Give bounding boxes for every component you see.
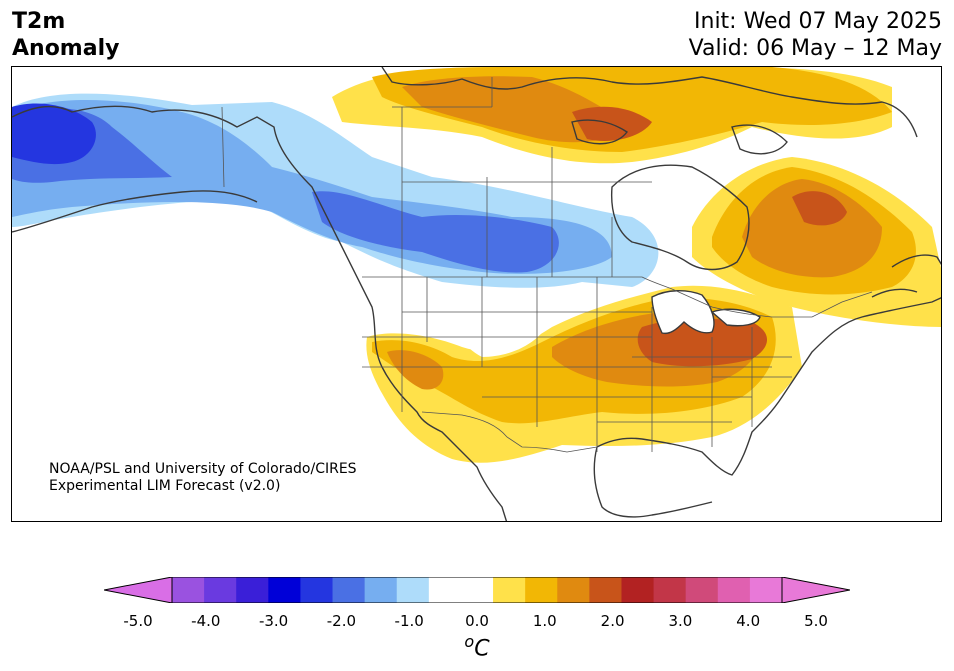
cold-core-alaska: [12, 103, 96, 165]
colorbar-segment: [428, 577, 462, 603]
colorbar-tick-label: 5.0: [804, 612, 828, 630]
colorbar-segment: [621, 577, 655, 603]
maritimes-coast: [871, 254, 941, 298]
title-line-2: Anomaly: [12, 36, 120, 61]
canada-provinces: [392, 77, 652, 277]
colorbar-segment: [236, 577, 269, 603]
colorbar-tick-label: 1.0: [532, 612, 557, 630]
colorbar-segment: [364, 577, 398, 603]
colorbar-segment: [685, 577, 719, 603]
colorbar-outline: [171, 577, 783, 603]
colorbar-tick-label: 4.0: [736, 612, 761, 630]
warm-southwest-dark: [387, 350, 444, 390]
data-credit: NOAA/PSL and University of Colorado/CIRE…: [49, 461, 357, 495]
colorbar-tick-label: -2.0: [326, 612, 357, 630]
colorbar-over-arrow: [781, 577, 850, 603]
colorbar-tick-label: 0.0: [465, 612, 489, 630]
colorbar-tick-label: -3.0: [258, 612, 289, 630]
colorbar-unit: oC: [464, 632, 489, 661]
map-title: T2m Anomaly: [12, 8, 119, 62]
warm-eastcanada-dark: [742, 179, 882, 278]
colorbar-tick-label: -4.0: [191, 612, 221, 630]
anomaly-fill-layers: [12, 67, 941, 463]
neutral-plains: [452, 304, 552, 357]
colorbar-segment: [557, 577, 590, 603]
map-svg: [12, 67, 941, 521]
colorbar-segment: [172, 577, 205, 603]
warm-eastcanada-core: [792, 191, 847, 226]
colorbar-tick-label: -5.0: [123, 612, 153, 630]
valid-date: Valid: 06 May – 12 May: [688, 36, 942, 61]
init-date: Init: Wed 07 May 2025: [694, 9, 942, 34]
credit-line-2: Experimental LIM Forecast (v2.0): [49, 478, 281, 494]
forecast-dates: Init: Wed 07 May 2025 Valid: 06 May – 12…: [689, 8, 942, 62]
colorbar-segment: [749, 577, 783, 603]
us-mexico-border: [421, 411, 598, 453]
us-states: [362, 277, 792, 452]
colorbar-segment: [717, 577, 751, 603]
colorbar-ticks: -5.0 -4.0 -3.0 -2.0 -1.0 0.0 1.0 2.0 3.0 4.0 5.0: [0, 612, 954, 632]
colorbar-segment: [493, 577, 526, 603]
colorbar-segment: [653, 577, 687, 603]
colorbar-tick-label: -1.0: [394, 612, 424, 630]
colorbar: [104, 577, 850, 603]
us-canada-border: [362, 276, 873, 318]
unit-degree: o: [464, 632, 475, 651]
colorbar-tick-label: 2.0: [600, 612, 625, 630]
west-coastline: [12, 105, 508, 521]
coastlines-borders: [12, 67, 941, 521]
unit-base: C: [474, 636, 490, 662]
great-lakes: [651, 290, 761, 335]
colorbar-segments: [172, 577, 783, 603]
colorbar-segment: [589, 577, 622, 603]
warm-arctic-dark: [402, 76, 632, 143]
colorbar-segment: [396, 577, 430, 603]
credit-line-1: NOAA/PSL and University of Colorado/CIRE…: [49, 461, 357, 477]
colorbar-under-arrow: [104, 577, 173, 603]
colorbar-segment: [204, 577, 237, 603]
colorbar-segment: [300, 577, 334, 603]
title-line-1: T2m: [12, 9, 66, 34]
alaska-canada-border: [221, 106, 225, 188]
colorbar-segment: [525, 577, 558, 603]
anomaly-map: [11, 66, 942, 522]
hudson-bay-coast: [610, 164, 750, 271]
colorbar-segment: [460, 577, 494, 603]
political-borders: [221, 77, 873, 453]
arctic-islands-2: [571, 119, 788, 155]
colorbar-segment: [268, 577, 301, 603]
alaska-south-coast: [12, 190, 258, 233]
colorbar-tick-label: 3.0: [668, 612, 693, 630]
gulf-coastline: [596, 297, 941, 476]
colorbar-segment: [332, 577, 366, 603]
arctic-islands: [381, 67, 918, 138]
cold-region-strong-2: [312, 191, 559, 273]
mexico-east-coast: [593, 446, 713, 518]
